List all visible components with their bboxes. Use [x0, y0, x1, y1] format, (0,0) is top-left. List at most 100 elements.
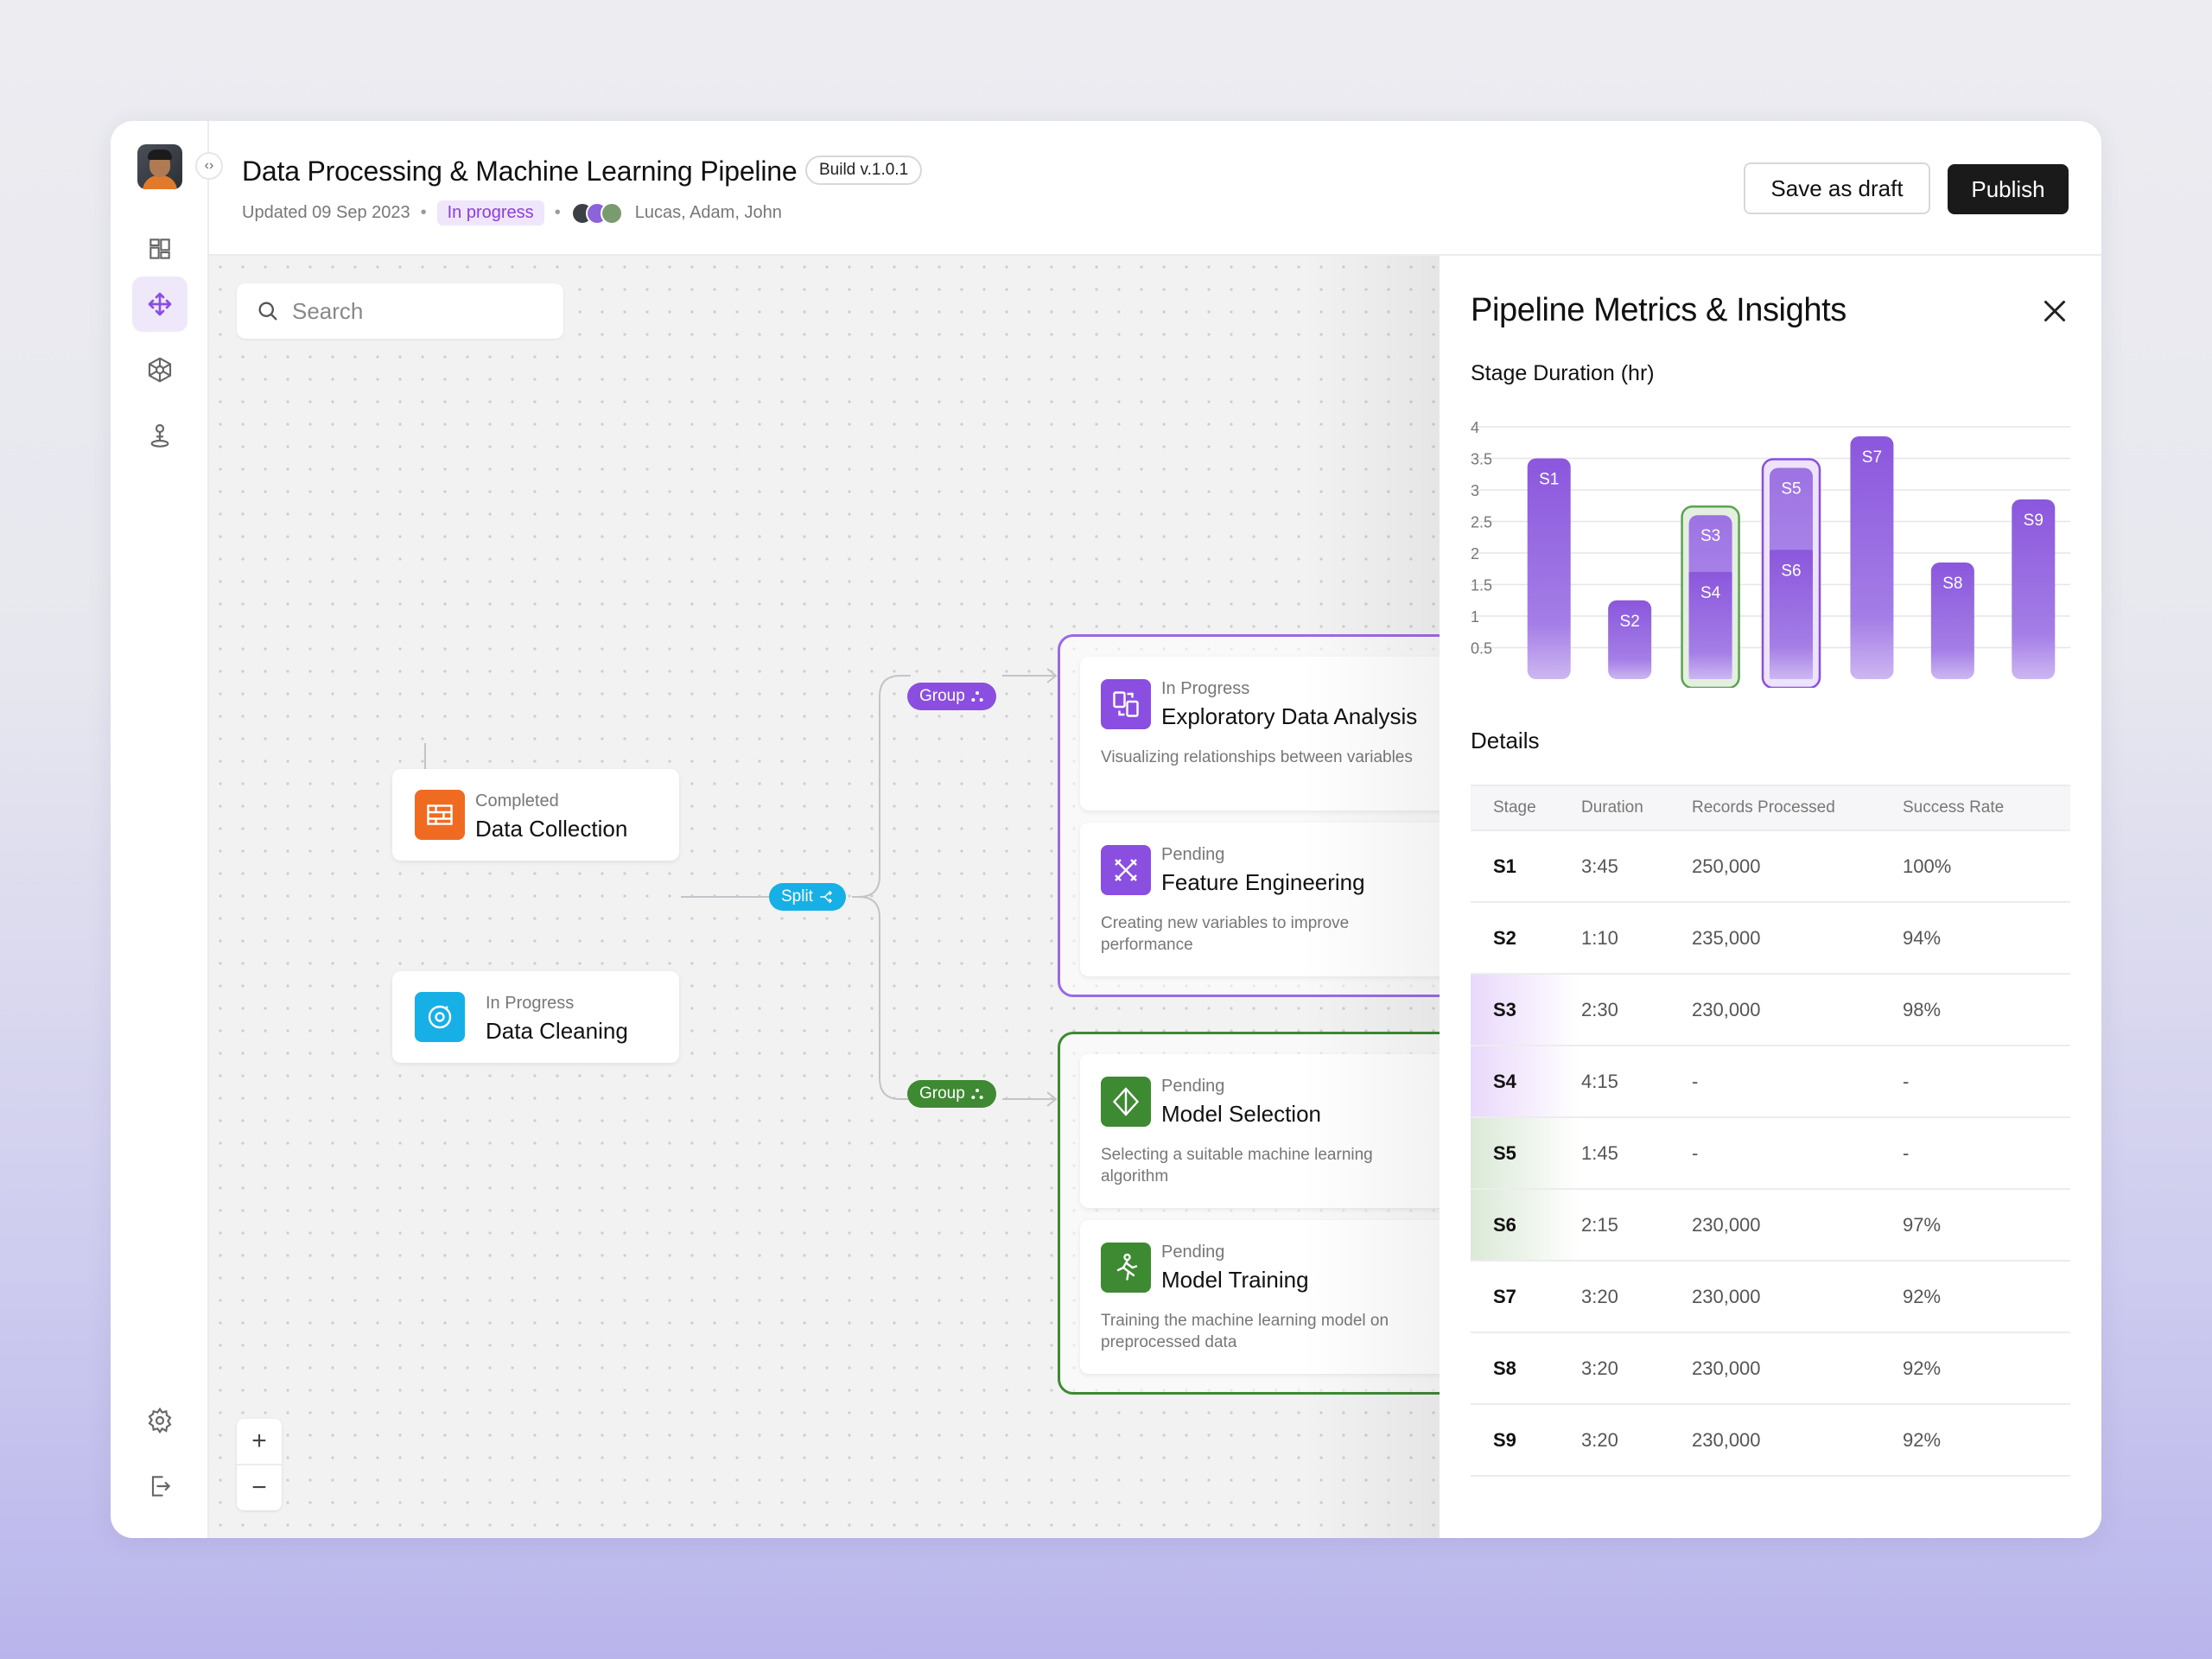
table-cell: 3:20 — [1581, 1332, 1692, 1405]
table-row[interactable]: S9 3:20 230,000 92% — [1471, 1404, 2070, 1477]
group-pill-top[interactable]: Group — [907, 683, 996, 710]
bar[interactable] — [1850, 435, 1894, 679]
table-cell: S9 — [1471, 1404, 1581, 1477]
page-title: Data Processing & Machine Learning Pipel… — [242, 156, 798, 187]
collapse-sidebar-button[interactable]: ‹› — [195, 152, 223, 180]
sidebar-item-network[interactable] — [132, 342, 188, 397]
stage-duration-chart: 4 3.5 3 2.5 2 1.5 1 0.5 S1 S2 S3 S4 S5 S6 S7 S8 S9 — [1471, 419, 2070, 688]
collaborator-names: Lucas, Adam, John — [634, 203, 782, 222]
bar-label: S5 — [1781, 480, 1801, 498]
node-status: Completed — [475, 791, 559, 810]
table-cell: 230,000 — [1692, 1261, 1903, 1333]
table-cell: 94% — [1903, 902, 2070, 975]
node-data-cleaning[interactable]: In Progress Data Cleaning — [392, 971, 679, 1063]
table-cell: 230,000 — [1692, 1404, 1903, 1477]
node-name: Model Selection — [1161, 1101, 1321, 1127]
table-cell: 230,000 — [1692, 1332, 1903, 1405]
bar[interactable] — [1527, 458, 1571, 680]
bar-label: S3 — [1700, 527, 1720, 545]
y-tick-label: 1.5 — [1471, 577, 1492, 594]
table-row[interactable]: S8 3:20 230,000 92% — [1471, 1332, 2070, 1405]
table-cell: - — [1903, 1117, 2070, 1190]
table-row[interactable]: S3 2:30 230,000 98% — [1471, 974, 2070, 1046]
updated-date: Updated 09 Sep 2023 — [242, 203, 410, 222]
details-table: Stage Duration Records Processed Success Ra… — [1471, 785, 2070, 1477]
sidebar-item-logout[interactable] — [132, 1459, 188, 1514]
table-cell: S8 — [1471, 1332, 1581, 1405]
table-cell: - — [1692, 1117, 1903, 1190]
save-draft-button[interactable]: Save as draft — [1744, 162, 1930, 214]
bar[interactable] — [2012, 499, 2056, 679]
table-cell: S4 — [1471, 1046, 1581, 1118]
bar[interactable] — [1608, 600, 1652, 679]
table-header-row: Stage Duration Records Processed Success Ra… — [1471, 785, 2070, 831]
metrics-panel: Pipeline Metrics & Insights Stage Durati… — [1440, 256, 2101, 1538]
collaborator-avatars[interactable] — [570, 201, 623, 225]
table-cell: 230,000 — [1692, 974, 1903, 1046]
publish-button[interactable]: Publish — [1948, 164, 2069, 214]
node-description: Training the machine learning model on p… — [1101, 1312, 1389, 1351]
bar-stack[interactable] — [1688, 571, 1732, 679]
separator-dot: • — [420, 203, 427, 222]
table-cell: 3:45 — [1581, 830, 1692, 903]
search-box[interactable] — [237, 283, 563, 339]
zoom-out-button[interactable]: − — [237, 1465, 282, 1510]
table-row[interactable]: S7 3:20 230,000 92% — [1471, 1261, 2070, 1333]
node-status: In Progress — [486, 994, 575, 1013]
logout-icon — [151, 1476, 171, 1497]
node-status: In Progress — [1161, 679, 1250, 698]
node-feature-engineering[interactable]: Pending Feature Engineering Creating new… — [1080, 823, 1440, 976]
brick-icon — [415, 790, 465, 840]
table-cell: S2 — [1471, 902, 1581, 975]
bar-label: S1 — [1539, 471, 1559, 489]
y-tick-label: 4 — [1471, 419, 1479, 436]
table-row[interactable]: S4 4:15- - — [1471, 1046, 2070, 1118]
table-cell: 4:15 — [1581, 1046, 1692, 1118]
y-tick-label: 2 — [1471, 545, 1479, 563]
node-model-training[interactable]: Pending Model Training Training the mach… — [1080, 1220, 1440, 1374]
build-badge: Build v.1.0.1 — [805, 156, 923, 185]
table-cell: - — [1692, 1046, 1903, 1118]
bar-stack[interactable] — [1770, 550, 1813, 679]
table-row[interactable]: S1 3:45 250,000 100% — [1471, 830, 2070, 903]
y-tick-label: 3.5 — [1471, 451, 1492, 468]
sidebar-item-profile[interactable] — [132, 408, 188, 463]
table-cell: 92% — [1903, 1332, 2070, 1405]
table-cell: 235,000 — [1692, 902, 1903, 975]
node-status: Pending — [1161, 845, 1225, 864]
table-row[interactable]: S6 2:15 230,000 97% — [1471, 1189, 2070, 1262]
details-title: Details — [1471, 728, 1540, 753]
user-avatar[interactable] — [137, 144, 182, 189]
split-pill[interactable]: Split — [769, 883, 846, 911]
close-icon[interactable] — [2039, 296, 2070, 327]
node-status: Pending — [1161, 1077, 1225, 1096]
sidebar-item-pipeline[interactable] — [132, 276, 188, 332]
column-header: Duration — [1581, 785, 1692, 831]
node-eda[interactable]: In Progress Exploratory Data Analysis Vi… — [1080, 657, 1440, 810]
dashboard-icon — [149, 238, 170, 259]
table-row[interactable]: S5 1:45- - — [1471, 1117, 2070, 1190]
y-tick-label: 1 — [1471, 608, 1479, 626]
panel-title: Pipeline Metrics & Insights — [1471, 292, 1847, 328]
compare-icon — [1101, 679, 1151, 729]
node-data-collection[interactable]: Completed Data Collection — [392, 769, 679, 861]
chart-title: Stage Duration (hr) — [1471, 361, 1655, 385]
bar[interactable] — [1930, 562, 1974, 679]
zoom-in-button[interactable]: + — [237, 1419, 282, 1464]
sidebar — [111, 121, 209, 1538]
pill-label: Group — [919, 687, 965, 705]
pipeline-canvas[interactable]: Completed Data Collection In Progress Da… — [209, 256, 1440, 1538]
pill-label: Group — [919, 1084, 965, 1103]
node-description: Visualizing relationships between variab… — [1101, 748, 1413, 766]
table-cell: 250,000 — [1692, 830, 1903, 903]
node-model-selection[interactable]: Pending Model Selection Selecting a suit… — [1080, 1054, 1440, 1208]
table-cell: S7 — [1471, 1261, 1581, 1333]
table-row[interactable]: S2 1:10 235,000 94% — [1471, 902, 2070, 975]
sidebar-item-settings[interactable] — [132, 1393, 188, 1448]
group-pill-bottom[interactable]: Group — [907, 1080, 996, 1108]
sidebar-item-dashboard[interactable] — [132, 221, 188, 276]
y-tick-label: 0.5 — [1471, 640, 1492, 658]
search-input[interactable] — [292, 297, 551, 325]
table-cell: 97% — [1903, 1189, 2070, 1262]
table-cell: 2:30 — [1581, 974, 1692, 1046]
